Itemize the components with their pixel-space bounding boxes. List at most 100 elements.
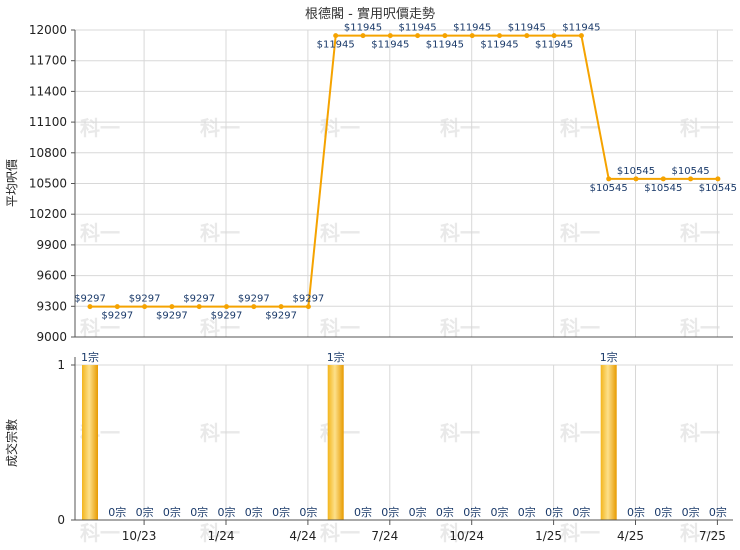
- count-bar: [82, 365, 98, 520]
- count-data-label: 0宗: [108, 505, 126, 519]
- watermark-text: 科一: [680, 221, 720, 245]
- price-data-label: $10545: [644, 183, 682, 194]
- price-data-label: $11945: [562, 23, 600, 34]
- watermark-text: 科一: [200, 116, 240, 140]
- x-tick-label: 1/24: [208, 529, 235, 543]
- price-point: [360, 33, 366, 39]
- x-tick-label: 10/24: [449, 529, 484, 543]
- price-point: [114, 304, 120, 310]
- watermark-text: 科一: [560, 521, 600, 545]
- watermark-text: 科一: [200, 521, 240, 545]
- count-data-label: 0宗: [436, 505, 454, 519]
- price-point: [333, 33, 339, 39]
- price-series-line: [90, 34, 718, 308]
- x-tick-label: 10/23: [122, 529, 157, 543]
- price-data-label: $9297: [238, 294, 270, 305]
- price-point: [497, 33, 502, 39]
- watermark-text: 科一: [80, 221, 120, 245]
- count-data-label: 0宗: [354, 505, 372, 519]
- count-data-label: 0宗: [245, 505, 263, 519]
- price-data-label: $9297: [292, 294, 324, 305]
- count-axis-label: 成交宗數: [4, 419, 19, 467]
- price-tick-label: 11400: [29, 84, 67, 98]
- watermark-text: 科一: [440, 116, 480, 140]
- watermark-text: 科一: [560, 221, 600, 245]
- price-tick-label: 11700: [29, 54, 67, 68]
- count-data-label: 0宗: [136, 505, 154, 519]
- price-point: [305, 304, 311, 310]
- count-data-label: 1宗: [327, 350, 345, 364]
- price-tick-label: 10200: [29, 207, 67, 221]
- x-tick-label: 4/24: [289, 529, 316, 543]
- price-data-label: $11945: [426, 40, 464, 51]
- price-tick-label: 10800: [29, 146, 67, 160]
- count-data-label: 0宗: [163, 505, 181, 519]
- price-data-label: $11945: [371, 40, 409, 51]
- price-point: [578, 33, 584, 39]
- watermark-text: 科一: [200, 221, 240, 245]
- price-tick-label: 11100: [29, 115, 67, 129]
- count-data-label: 0宗: [682, 505, 700, 519]
- count-data-label: 1宗: [600, 350, 618, 364]
- watermark-text: 科一: [200, 421, 240, 445]
- price-point: [251, 304, 257, 310]
- watermark-text: 科一: [80, 316, 120, 340]
- price-data-label: $11945: [508, 23, 546, 34]
- price-data-label: $9297: [265, 311, 297, 322]
- watermark-text: 科一: [80, 521, 120, 545]
- price-data-label: $9297: [101, 311, 133, 322]
- watermark-text: 科一: [320, 521, 360, 545]
- price-tick-label: 10500: [29, 177, 67, 191]
- count-data-label: 0宗: [709, 505, 727, 519]
- price-axis-label: 平均呎價: [5, 159, 19, 207]
- watermark-text: 科一: [320, 221, 360, 245]
- count-data-label: 0宗: [299, 505, 317, 519]
- price-point: [196, 304, 202, 310]
- x-tick-label: 1/25: [535, 529, 562, 543]
- x-tick-label: 4/25: [617, 529, 644, 543]
- price-line: [87, 33, 721, 310]
- watermark-text: 科一: [320, 316, 360, 340]
- price-point: [633, 176, 639, 182]
- data-labels: $9297 $9297 $9297 $9297 $9297 $9297 $9297 $9297…: [74, 23, 737, 519]
- price-data-label: $10545: [617, 166, 655, 177]
- price-data-label: $10545: [699, 183, 737, 194]
- count-bar: [327, 365, 344, 520]
- price-data-label: $9297: [74, 294, 106, 305]
- watermark-text: 科一: [560, 316, 600, 340]
- price-point: [224, 304, 229, 310]
- count-data-label: 0宗: [572, 505, 590, 519]
- price-data-label: $9297: [156, 311, 188, 322]
- count-data-label: 0宗: [218, 505, 236, 519]
- price-data-label: $11945: [535, 40, 573, 51]
- count-bars: [82, 365, 617, 520]
- price-point: [387, 33, 393, 39]
- count-data-label: 0宗: [491, 505, 509, 519]
- price-point: [87, 304, 93, 310]
- count-data-label: 0宗: [518, 505, 536, 519]
- count-data-label: 0宗: [545, 505, 563, 519]
- price-point: [142, 304, 148, 310]
- count-grid: [75, 364, 733, 521]
- price-point: [415, 33, 421, 39]
- price-point: [469, 33, 475, 39]
- count-data-label: 0宗: [463, 505, 481, 519]
- price-tick-label: 9000: [36, 330, 67, 344]
- price-point: [715, 176, 721, 182]
- price-point: [278, 304, 284, 310]
- watermark-text: 科一: [440, 521, 480, 545]
- price-point: [688, 176, 694, 182]
- price-tick-label: 9300: [36, 299, 67, 313]
- price-point: [606, 176, 612, 182]
- watermark-text: 科一: [680, 316, 720, 340]
- price-grid: [75, 29, 733, 338]
- count-tick-label: 0: [57, 513, 65, 527]
- price-tick-label: 9900: [36, 238, 67, 252]
- price-data-label: $9297: [183, 294, 215, 305]
- price-data-label: $11945: [480, 40, 518, 51]
- watermark-text: 科一: [200, 316, 240, 340]
- count-data-label: 0宗: [190, 505, 208, 519]
- watermark-text: 科一: [680, 421, 720, 445]
- watermark-text: 科一: [680, 521, 720, 545]
- price-data-label: $11945: [399, 23, 437, 34]
